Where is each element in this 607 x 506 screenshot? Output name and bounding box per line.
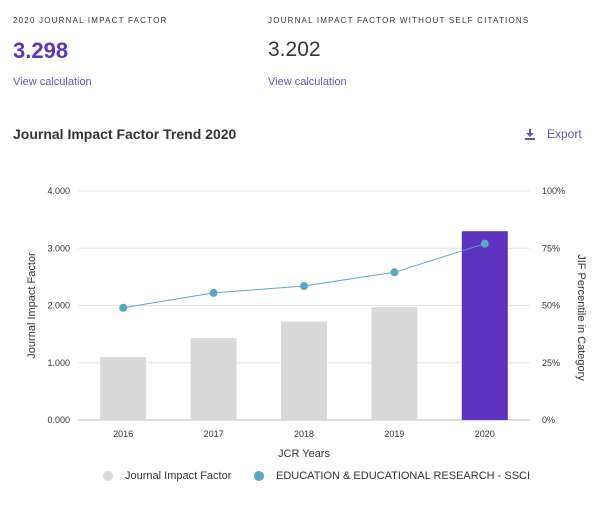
- y-tick-label: 1.000: [47, 358, 70, 368]
- export-button[interactable]: Export: [525, 127, 582, 141]
- y2-axis-title: JIF Percentile in Category: [575, 254, 587, 381]
- bar-2019: [371, 307, 418, 420]
- y2-tick-label: 0%: [542, 415, 555, 425]
- bar-2018: [281, 321, 327, 420]
- jif-no-self-value: 3.202: [268, 38, 321, 61]
- x-axis-title: JCR Years: [278, 448, 330, 460]
- legend-swatch-category: [254, 471, 264, 481]
- y2-tick-label: 75%: [542, 243, 560, 253]
- x-tick-label: 2016: [113, 429, 133, 439]
- percentile-point-2020: [480, 239, 489, 248]
- legend-label-category: EDUCATION & EDUCATIONAL RESEARCH - SSCI: [276, 470, 531, 482]
- bar-2017: [190, 338, 237, 420]
- percentile-line: [123, 243, 485, 309]
- y2-tick-label: 100%: [542, 186, 565, 196]
- y-tick-label: 2.000: [47, 301, 70, 311]
- x-tick-label: 2018: [294, 429, 314, 439]
- legend-item-jif[interactable]: Journal Impact Factor: [103, 470, 231, 482]
- y-tick-label: 4.000: [47, 186, 70, 196]
- percentile-point-2019: [390, 268, 399, 277]
- percentile-point-2016: [119, 303, 128, 312]
- x-tick-label: 2020: [475, 429, 495, 439]
- y2-tick-label: 50%: [542, 301, 560, 311]
- download-icon: [525, 128, 535, 140]
- y2-tick-label: 25%: [542, 358, 560, 368]
- jif-no-self-view-calculation-link[interactable]: View calculation: [268, 76, 347, 88]
- legend-swatch-jif: [103, 471, 113, 481]
- chart-section-title: Journal Impact Factor Trend 2020: [13, 126, 237, 142]
- y-tick-label: 0.000: [47, 415, 70, 425]
- jif-view-calculation-link[interactable]: View calculation: [13, 76, 92, 88]
- jif-value: 3.298: [13, 38, 69, 63]
- export-label: Export: [547, 127, 582, 141]
- legend-label-jif: Journal Impact Factor: [125, 470, 232, 482]
- y-axis-title: Journal Impact Factor: [26, 252, 38, 359]
- jif-label: 2020 JOURNAL IMPACT FACTOR: [13, 16, 168, 25]
- bar-2016: [100, 357, 147, 420]
- jif-no-self-label: JOURNAL IMPACT FACTOR WITHOUT SELF CITAT…: [268, 16, 530, 25]
- percentile-point-2018: [300, 282, 308, 291]
- percentile-point-2017: [209, 288, 218, 297]
- x-tick-label: 2017: [204, 429, 224, 439]
- y-tick-label: 3.000: [47, 243, 70, 253]
- legend-item-category[interactable]: EDUCATION & EDUCATIONAL RESEARCH - SSCI: [254, 470, 530, 482]
- bar-2020: [461, 231, 508, 420]
- x-tick-label: 2019: [384, 429, 404, 439]
